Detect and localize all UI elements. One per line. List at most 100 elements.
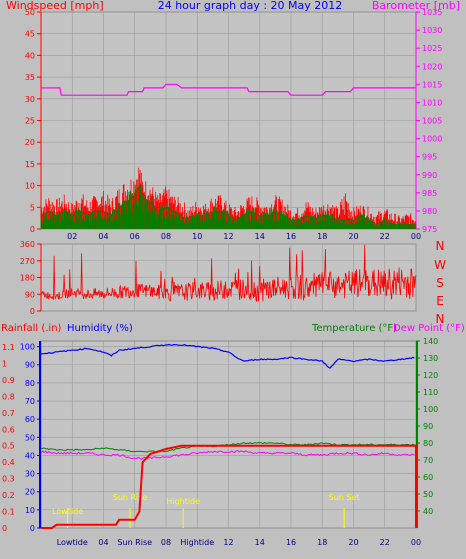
windspeed-axis: 0 5 10 15 20 25 30 35 40 45 50: [25, 8, 42, 234]
barometer-tick-label: 1005: [422, 117, 442, 126]
humidity-tick-label: 50: [25, 433, 35, 442]
x-tick-label: 04: [98, 232, 108, 241]
direction-tick-label: 180: [20, 274, 35, 283]
rainfall-tick-label: 0.2: [2, 491, 15, 500]
rainfall-tick-label: 0.9: [2, 376, 15, 385]
direction-tick-label: 0: [30, 307, 35, 316]
temperature-tick-label: 120: [423, 371, 438, 380]
wind-baro-x-axis: 02 04 06 08 10 12 14 16 18 20 22 00: [67, 232, 421, 241]
humidity-tick-label: 100: [20, 343, 35, 352]
temperature-tick-label: 100: [423, 405, 438, 414]
event-label: Sun Rise: [113, 493, 148, 502]
x-tick-label: 20: [348, 232, 358, 241]
humidity-tick-label: 60: [25, 415, 35, 424]
compass-label: E: [436, 294, 444, 308]
dewpoint-label: Dew Point (°F): [393, 323, 465, 334]
direction-trace: [40, 244, 417, 302]
humidity-tick-label: 10: [25, 506, 35, 515]
windspeed-tick-label: 30: [25, 95, 35, 104]
x-tick-label: 02: [67, 232, 77, 241]
barometer-label: Barometer [mb]: [372, 0, 460, 12]
barometer-tick-label: 985: [422, 189, 437, 198]
event-label: Hightide: [166, 497, 200, 506]
compass-label: W: [434, 258, 446, 272]
temperature-tick-label: 60: [423, 473, 433, 482]
dewpoint-line: [40, 450, 415, 460]
x-tick-label: 00: [411, 538, 421, 547]
x-tick-label: 20: [348, 538, 358, 547]
rainfall-tick-label: 0.6: [2, 425, 15, 434]
rainfall-axis: 0 0.1 0.2 0.3 0.4 0.5 0.6 0.7 0.8 0.9 1 1.1: [2, 343, 15, 533]
rainfall-tick-label: 0.7: [2, 409, 15, 418]
x-tick-label: 18: [317, 538, 327, 547]
x-tick-label: 22: [380, 232, 390, 241]
humidity-line: [40, 343, 415, 369]
windspeed-tick-label: 10: [25, 182, 35, 191]
x-tick-label: Lowtide: [57, 538, 88, 547]
compass-label: N: [436, 239, 445, 253]
rainfall-tick-label: 0.1: [2, 508, 15, 517]
x-tick-label: 14: [255, 538, 265, 547]
x-tick-label: Sun Rise: [117, 538, 152, 547]
barometer-tick-label: 1000: [422, 135, 442, 144]
graph-title: 24 hour graph day : 20 May 2012: [158, 0, 343, 12]
barometer-tick-label: 1030: [422, 26, 442, 35]
x-tick-label: 08: [161, 232, 171, 241]
x-tick-label: Hightide: [180, 538, 214, 547]
x-tick-label: 00: [411, 232, 421, 241]
humidity-axis: 0 10 20 30 40 50 60 70 80 90 100: [20, 341, 41, 533]
rainfall-tick-label: 1: [2, 359, 7, 368]
x-tick-label: 06: [130, 232, 140, 241]
windspeed-tick-label: 50: [25, 8, 35, 17]
x-tick-label: 14: [255, 232, 265, 241]
windspeed-tick-label: 5: [30, 203, 35, 212]
barometer-tick-label: 980: [422, 207, 437, 216]
windspeed-tick-label: 15: [25, 160, 35, 169]
rainfall-line: [41, 444, 417, 529]
barometer-tick-label: 995: [422, 153, 437, 162]
x-tick-label: 12: [223, 538, 233, 547]
rainfall-tick-label: 0.3: [2, 475, 15, 484]
x-tick-label: 16: [286, 232, 296, 241]
direction-tick-label: 270: [20, 257, 35, 266]
temperature-tick-label: 70: [423, 456, 433, 465]
event-markers: Lowtide Sun Rise Hightide Sun Set: [52, 493, 360, 528]
temperature-tick-label: 40: [423, 507, 433, 516]
x-tick-label: 16: [286, 538, 296, 547]
x-tick-label: 04: [98, 538, 108, 547]
barometer-tick-label: 975: [422, 225, 437, 234]
x-tick-label: 08: [161, 538, 171, 547]
rain-hum-temp-grid: [41, 341, 417, 529]
humidity-tick-label: 20: [25, 488, 35, 497]
temperature-tick-label: 50: [423, 490, 433, 499]
windspeed-tick-label: 40: [25, 51, 35, 60]
humidity-tick-label: 30: [25, 470, 35, 479]
barometer-tick-label: 990: [422, 171, 437, 180]
windspeed-tick-label: 20: [25, 138, 35, 147]
rainfall-label: Rainfall (.in): [1, 323, 62, 334]
barometer-tick-label: 1010: [422, 98, 442, 107]
rainfall-tick-label: 0.4: [2, 458, 15, 467]
x-tick-label: 18: [317, 232, 327, 241]
direction-tick-label: 360: [20, 240, 35, 249]
windspeed-label: Windspeed [mph]: [6, 0, 104, 12]
rainfall-tick-label: 0: [2, 524, 7, 533]
windspeed-tick-label: 0: [30, 225, 35, 234]
rainfall-tick-label: 1.1: [2, 343, 15, 352]
barometer-axis: 975 980 985 990 995 1000 1005 1010 1015 1020 1025 1…: [415, 8, 442, 234]
barometer-line: [40, 83, 416, 96]
temperature-tick-label: 130: [423, 354, 438, 363]
windspeed-line: [40, 184, 416, 226]
rainfall-tick-label: 0.5: [2, 442, 15, 451]
compass-label: N: [436, 312, 445, 326]
direction-tick-label: 90: [25, 290, 35, 299]
temperature-tick-label: 110: [423, 388, 438, 397]
barometer-tick-label: 1025: [422, 44, 442, 53]
rainfall-tick-label: 0.8: [2, 392, 15, 401]
barometer-tick-label: 1020: [422, 62, 442, 71]
humidity-tick-label: 90: [25, 361, 35, 370]
x-tick-label: 22: [380, 538, 390, 547]
barometer-tick-label: 1035: [422, 8, 442, 17]
